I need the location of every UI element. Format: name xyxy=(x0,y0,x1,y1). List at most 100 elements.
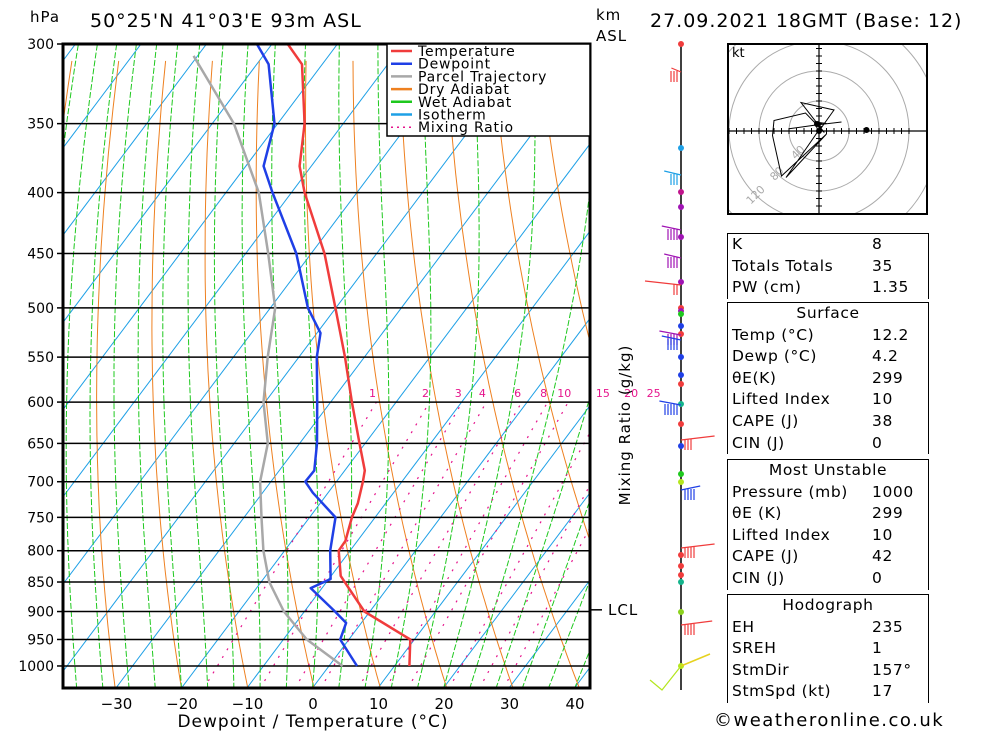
index-row-totals: Totals Totals 35 xyxy=(728,256,928,278)
legend-label: Dewpoint xyxy=(418,57,491,73)
wet-adiabat-line xyxy=(390,44,432,688)
x-tick-label: 40 xyxy=(565,695,584,713)
index-label: Totals Totals xyxy=(732,256,834,275)
wind-barb xyxy=(680,620,713,626)
mu-row: Pressure (mb) 1000 xyxy=(728,482,928,504)
wet-adiabat-line xyxy=(162,44,182,688)
wind-barb xyxy=(661,335,682,341)
lcl-label: LCL xyxy=(608,601,638,619)
hodograph-unit-label: kt xyxy=(732,46,745,61)
mixing-ratio-label: 3 xyxy=(455,387,462,400)
y-tick-label: 650 xyxy=(27,436,54,452)
index-label: CAPE (J) xyxy=(732,411,799,430)
x-tick-label: 30 xyxy=(500,695,519,713)
index-label: StmSpd (kt) xyxy=(732,682,832,701)
index-value: 1 xyxy=(872,639,883,658)
mixing-ratio-line xyxy=(357,401,523,688)
mixing-ratio-label: 1 xyxy=(369,387,376,400)
index-label: θE(K) xyxy=(732,368,777,387)
most-unstable-panel-title: Most Unstable xyxy=(768,461,888,479)
surface-row: Dewp (°C) 4.2 xyxy=(728,346,928,368)
wind-barb xyxy=(680,653,711,667)
y-tick-label: 850 xyxy=(27,575,54,591)
pressure-unit-label: hPa xyxy=(30,8,61,26)
wet-adiabat-line xyxy=(443,44,536,688)
wind-level-dot xyxy=(678,443,684,449)
index-row-pw: PW (cm) 1.35 xyxy=(728,277,928,299)
surface-row: CIN (J) 0 xyxy=(728,433,928,455)
dry-adiabat-line xyxy=(151,60,182,688)
index-label: SREH xyxy=(732,639,777,658)
surface-row: θE(K) 299 xyxy=(728,368,928,390)
isotherm-line xyxy=(312,317,590,688)
isotherm-line xyxy=(377,404,590,688)
hodograph-origin-dot xyxy=(816,128,822,134)
wind-level-dot xyxy=(678,381,684,387)
index-value: 157° xyxy=(872,660,912,679)
mu-row: θE (K) 299 xyxy=(728,503,928,525)
isotherm-line xyxy=(63,44,207,236)
hodograph-ring-label: 120 xyxy=(744,183,768,207)
dry-adiabat-line xyxy=(539,60,590,345)
wind-level-dot xyxy=(678,234,684,240)
hodograph-trace xyxy=(771,101,842,178)
dry-adiabat-line xyxy=(255,60,315,688)
x-axis-label: Dewpoint / Temperature (°C) xyxy=(177,712,448,732)
wind-barb xyxy=(664,253,682,259)
location-title: 50°25'N 41°03'E 93m ASL xyxy=(90,10,362,32)
index-label: Lifted Index xyxy=(732,390,831,409)
hodo-row: StmSpd (kt) 17 xyxy=(728,681,928,703)
temperature-curve xyxy=(286,44,412,667)
index-label: K xyxy=(732,235,743,253)
y-tick-label: 550 xyxy=(27,350,54,366)
mixing-ratio-line xyxy=(407,401,569,688)
hodograph-panel: Hodograph EH 235 SREH 1 StmDir 157° StmSpd … xyxy=(727,594,929,703)
index-value: 35 xyxy=(872,256,893,275)
y-tick-label: 900 xyxy=(27,605,54,621)
index-value: 10 xyxy=(872,390,893,409)
wet-adiabat-line xyxy=(89,44,118,688)
wet-adiabat-line xyxy=(364,44,390,688)
mixing-ratio-label: 10 xyxy=(557,387,571,400)
legend-label: Parcel Trajectory xyxy=(418,69,547,85)
wet-adiabat-line xyxy=(63,44,79,156)
isotherm-line xyxy=(63,44,404,498)
wind-barb xyxy=(680,435,715,441)
hodograph-frame xyxy=(727,43,928,215)
wind-profile xyxy=(644,41,715,691)
index-label: Pressure (mb) xyxy=(732,482,848,501)
y-tick-label: 450 xyxy=(27,246,54,262)
index-value: 12.2 xyxy=(872,325,909,344)
hodograph-panel-title: Hodograph xyxy=(782,596,874,614)
wind-level-dot xyxy=(678,41,684,47)
wind-barb xyxy=(649,665,682,691)
dry-adiabat-line xyxy=(352,60,448,688)
height-unit-km: km xyxy=(596,6,622,24)
mixing-ratio-line xyxy=(385,401,549,688)
wind-level-dot xyxy=(678,331,684,337)
index-value: 8 xyxy=(872,235,883,253)
y-tick-label: 400 xyxy=(27,186,54,202)
plot-frame xyxy=(61,42,592,690)
mixing-ratio-line xyxy=(259,401,431,688)
surface-panel-title: Surface xyxy=(796,304,860,322)
copyright-link[interactable]: ©weatheronline.co.uk xyxy=(714,710,945,731)
wind-level-dot xyxy=(678,323,684,329)
wind-level-dot xyxy=(678,354,684,360)
wind-level-dot xyxy=(678,563,684,569)
mixing-ratio-label: 2 xyxy=(422,387,429,400)
dewpoint-curve xyxy=(255,44,359,667)
wind-level-dot xyxy=(678,479,684,485)
wind-level-dot xyxy=(678,471,684,477)
wind-level-dot xyxy=(678,372,684,378)
hodograph-start-dot xyxy=(863,127,870,133)
wind-level-dot xyxy=(678,421,684,427)
index-label: CIN (J) xyxy=(732,433,785,452)
wind-level-dot xyxy=(678,609,684,615)
dry-adiabat-line xyxy=(962,61,1000,689)
wind-barb xyxy=(664,170,682,176)
y-tick-label: 750 xyxy=(27,510,54,526)
